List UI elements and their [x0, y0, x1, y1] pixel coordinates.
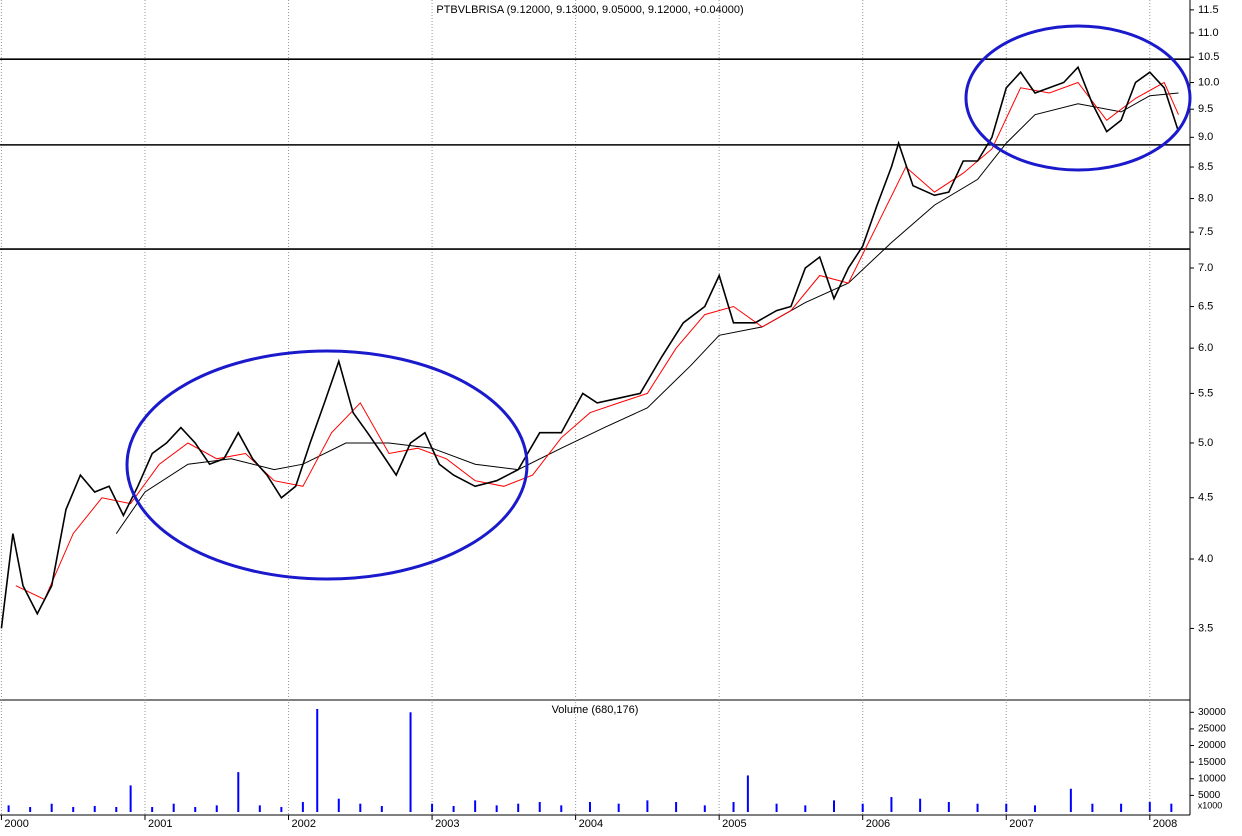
x-tick-label: 2004 [579, 818, 603, 830]
volume-bar [7, 805, 10, 812]
volume-bar [474, 800, 477, 812]
y-tick-label: 5.5 [1198, 387, 1213, 399]
volume-bar [1005, 803, 1008, 812]
volume-bar [861, 803, 864, 812]
volume-bar [675, 802, 678, 812]
volume-bar [72, 807, 75, 812]
volume-bar [1120, 803, 1123, 812]
volume-bar [50, 803, 53, 812]
volume-bar [1033, 805, 1036, 812]
volume-bar [452, 806, 455, 812]
volume-bar [890, 797, 893, 812]
y-tick-label: 6.0 [1198, 342, 1213, 354]
volume-bar [129, 785, 132, 812]
volume-bar [172, 803, 175, 812]
volume-bar [775, 803, 778, 812]
x-tick-label: 2008 [1153, 818, 1177, 830]
x-tick-label: 2002 [292, 818, 316, 830]
y-tick-label: 10.5 [1198, 51, 1219, 63]
volume-bar [337, 798, 340, 812]
volume-bar [804, 805, 807, 812]
y-tick-label: 11.0 [1198, 27, 1219, 39]
chart-title: PTBVLBRISA (9.12000, 9.13000, 9.05000, 9… [436, 4, 743, 16]
y-tick-label: 4.0 [1198, 553, 1213, 565]
x-tick-label: 2007 [1009, 818, 1033, 830]
volume-bar [833, 800, 836, 812]
x-tick-label: 2000 [4, 818, 28, 830]
y-tick-label: 6.5 [1198, 300, 1213, 312]
volume-bar [919, 798, 922, 812]
y-tick-label: 25000 [1198, 724, 1226, 735]
y-tick-label: 5000 [1198, 790, 1221, 801]
volume-bar [301, 802, 304, 812]
volume-bar [517, 803, 520, 812]
volume-bar [151, 807, 154, 812]
annotation-ellipse [964, 24, 1192, 172]
volume-bar [194, 807, 197, 812]
volume-bar [588, 802, 591, 812]
volume-bar [495, 805, 498, 812]
annotation-ellipse [125, 349, 529, 581]
price-line [15, 81, 1179, 601]
y-tick-label: 9.5 [1198, 103, 1213, 115]
y-tick-label: 7.5 [1198, 226, 1213, 238]
x-tick-label: 2003 [435, 818, 459, 830]
price-line [0, 65, 1180, 629]
volume-bar [316, 708, 319, 812]
y-tick-label: 15000 [1198, 757, 1226, 768]
y-tick-label: 20000 [1198, 740, 1226, 751]
volume-bar [280, 807, 283, 812]
y-tick-label: 30000 [1198, 707, 1226, 718]
volume-bar [538, 802, 541, 812]
volume-bar [1091, 803, 1094, 812]
volume-bar [1148, 802, 1151, 812]
x-tick-label: 2001 [148, 818, 172, 830]
volume-bar [976, 803, 979, 812]
y-tick-label: 8.0 [1198, 192, 1213, 204]
volume-bar [93, 806, 96, 812]
volume-bar [703, 805, 706, 812]
volume-bar [947, 802, 950, 812]
x-tick-label: 2006 [866, 818, 890, 830]
y-tick-label: 9.0 [1198, 131, 1213, 143]
volume-bar [29, 807, 32, 812]
volume-bar [237, 772, 240, 812]
y-tick-label: 11.5 [1198, 4, 1219, 16]
y-tick-label: 10.0 [1198, 76, 1219, 88]
y-tick-label: 7.0 [1198, 262, 1213, 274]
volume-bar [380, 806, 383, 812]
y-tick-label: 8.5 [1198, 161, 1213, 173]
volume-bar [1069, 788, 1072, 812]
volume-bar [560, 805, 563, 812]
volume-bar [409, 712, 412, 812]
volume-bar [431, 803, 434, 812]
volume-bar [115, 807, 118, 812]
volume-bar [258, 805, 261, 812]
y-tick-label: 3.5 [1198, 622, 1213, 634]
volume-bar [1170, 803, 1173, 812]
volume-bar [215, 805, 218, 812]
y-tick-label: 4.5 [1198, 492, 1213, 504]
volume-bar [732, 802, 735, 812]
volume-bar [617, 803, 620, 812]
y-tick-label: 10000 [1198, 773, 1226, 784]
volume-bar [359, 803, 362, 812]
volume-bar [646, 800, 649, 812]
volume-title: Volume (680,176) [552, 704, 639, 716]
price-line [115, 92, 1179, 534]
y-tick-label: 5.0 [1198, 437, 1213, 449]
volume-unit: x1000 [1198, 800, 1223, 810]
x-tick-label: 2005 [722, 818, 746, 830]
volume-bar [746, 775, 749, 812]
